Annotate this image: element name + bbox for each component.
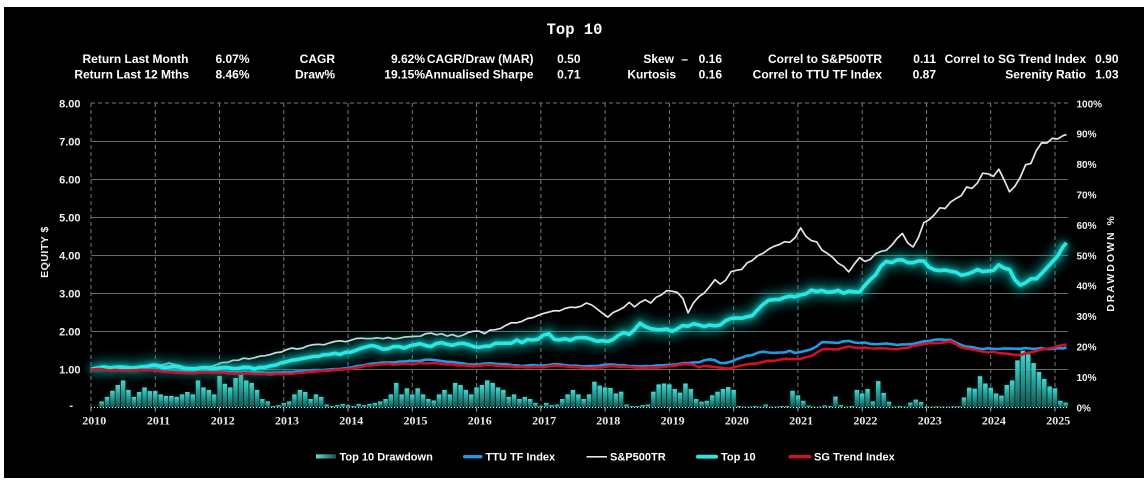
svg-text:0.87: 0.87 <box>913 68 937 82</box>
svg-text:Correl to TTU TF Index: Correl to TTU TF Index <box>753 68 883 82</box>
svg-text:Annualised Sharpe: Annualised Sharpe <box>425 68 534 82</box>
svg-text:0.11: 0.11 <box>913 52 936 66</box>
svg-text:3.00: 3.00 <box>59 289 80 301</box>
svg-text:0.71: 0.71 <box>557 68 581 82</box>
svg-text:Correl to S&P500TR: Correl to S&P500TR <box>768 52 882 66</box>
svg-text:Top 10: Top 10 <box>721 452 756 464</box>
svg-text:90%: 90% <box>1077 130 1097 141</box>
svg-text:2022: 2022 <box>853 414 877 428</box>
svg-text:2015: 2015 <box>404 414 428 428</box>
svg-text:Return Last 12 Mths: Return Last 12 Mths <box>74 68 189 82</box>
svg-text:2.00: 2.00 <box>59 327 80 339</box>
svg-text:0.16: 0.16 <box>699 52 723 66</box>
svg-text:2021: 2021 <box>789 414 813 428</box>
svg-text:2010: 2010 <box>82 414 106 428</box>
svg-text:2019: 2019 <box>661 414 685 428</box>
svg-text:Top 10 Drawdown: Top 10 Drawdown <box>340 452 434 464</box>
svg-text:Top 10: Top 10 <box>547 21 603 39</box>
svg-text:50%: 50% <box>1077 251 1097 262</box>
svg-text:40%: 40% <box>1077 282 1097 293</box>
svg-text:2020: 2020 <box>725 414 749 428</box>
svg-text:2017: 2017 <box>532 414 556 428</box>
svg-text:2025: 2025 <box>1046 414 1070 428</box>
svg-text:2024: 2024 <box>982 414 1006 428</box>
svg-text:Serenity Ratio: Serenity Ratio <box>1005 68 1086 82</box>
svg-text:2014: 2014 <box>339 414 363 428</box>
svg-text:7.00: 7.00 <box>59 137 80 149</box>
svg-text:5.00: 5.00 <box>59 213 80 225</box>
svg-text:Correl to SG Trend Index: Correl to SG Trend Index <box>945 52 1087 66</box>
svg-text:0.50: 0.50 <box>557 52 581 66</box>
svg-text:Skew: Skew <box>643 52 674 66</box>
svg-text:10%: 10% <box>1077 373 1097 384</box>
svg-text:8.46%: 8.46% <box>215 68 249 82</box>
svg-text:CAGR/Draw (MAR): CAGR/Draw (MAR) <box>427 52 534 66</box>
svg-text:2012: 2012 <box>211 414 235 428</box>
svg-text:-: - <box>69 400 73 412</box>
svg-text:2011: 2011 <box>147 414 170 428</box>
svg-text:2016: 2016 <box>468 414 492 428</box>
svg-text:8.00: 8.00 <box>59 99 80 111</box>
svg-text:20%: 20% <box>1077 343 1097 354</box>
svg-text:2018: 2018 <box>596 414 620 428</box>
svg-text:6.07%: 6.07% <box>215 52 249 66</box>
svg-text:0.16: 0.16 <box>699 68 723 82</box>
svg-text:0%: 0% <box>1077 403 1092 414</box>
svg-text:TTU TF Index: TTU TF Index <box>486 452 557 464</box>
svg-text:9.62%: 9.62% <box>391 52 425 66</box>
svg-text:60%: 60% <box>1077 221 1097 232</box>
svg-text:6.00: 6.00 <box>59 175 80 187</box>
svg-text:Draw%: Draw% <box>295 68 335 82</box>
svg-text:SG Trend Index: SG Trend Index <box>814 452 896 464</box>
svg-text:19.15%: 19.15% <box>384 68 425 82</box>
svg-text:70%: 70% <box>1077 191 1097 202</box>
svg-text:Return Last Month: Return Last Month <box>83 52 189 66</box>
svg-text:–: – <box>681 52 688 66</box>
svg-text:EQUITY $: EQUITY $ <box>39 226 51 278</box>
svg-text:DRAWDOWN %: DRAWDOWN % <box>1105 214 1117 312</box>
svg-text:S&P500TR: S&P500TR <box>610 452 666 464</box>
svg-text:100%: 100% <box>1077 99 1103 110</box>
svg-text:2013: 2013 <box>275 414 299 428</box>
svg-text:1.03: 1.03 <box>1095 68 1119 82</box>
svg-text:Kurtosis: Kurtosis <box>627 68 676 82</box>
svg-text:CAGR: CAGR <box>300 52 336 66</box>
svg-text:1.00: 1.00 <box>59 365 80 377</box>
svg-text:30%: 30% <box>1077 312 1097 323</box>
svg-text:2023: 2023 <box>918 414 942 428</box>
svg-text:80%: 80% <box>1077 160 1097 171</box>
svg-text:4.00: 4.00 <box>59 251 80 263</box>
svg-text:0.90: 0.90 <box>1095 52 1119 66</box>
